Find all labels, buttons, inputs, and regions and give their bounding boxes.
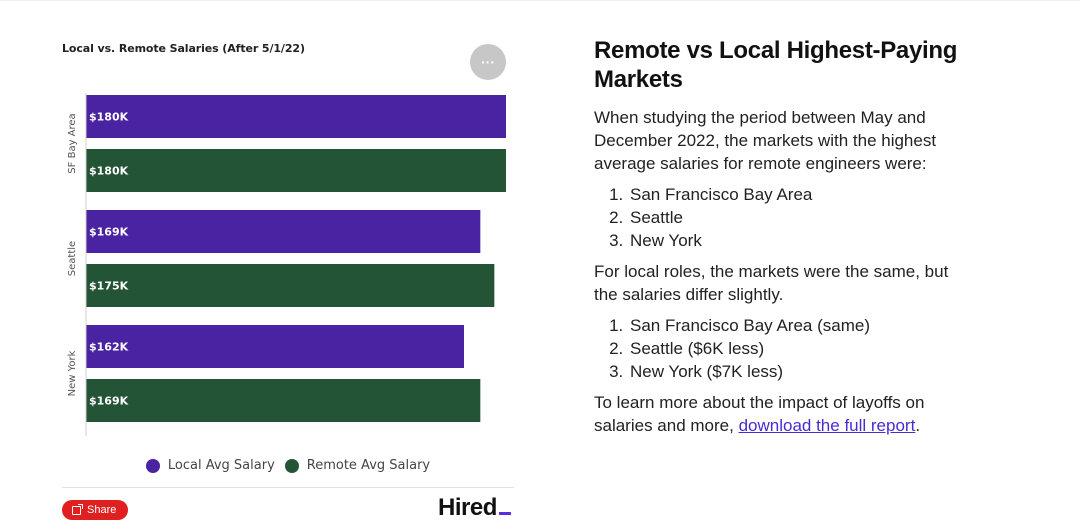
logo-text: Hired xyxy=(438,494,497,521)
chart-legend: Local Avg Salary Remote Avg Salary xyxy=(58,458,518,473)
legend-dot-remote xyxy=(284,458,299,473)
hired-logo: Hired xyxy=(438,494,511,522)
share-button[interactable]: Share xyxy=(62,500,129,520)
bar-value-label: $180K xyxy=(89,111,129,124)
chart-title: Local vs. Remote Salaries (After 5/1/22) xyxy=(62,42,305,55)
list-item: New York xyxy=(628,229,964,252)
list-item: Seattle ($6K less) xyxy=(628,337,964,360)
share-label: Share xyxy=(87,504,117,516)
article-paragraph-1: When studying the period between May and… xyxy=(594,108,937,173)
legend-item-local[interactable]: Local Avg Salary xyxy=(145,458,275,473)
logo-underscore xyxy=(498,512,511,515)
bar-sf-bay-area-remote[interactable] xyxy=(86,149,506,192)
bar-value-label: $180K xyxy=(89,165,129,178)
legend-label-remote: Remote Avg Salary xyxy=(306,458,431,473)
article: Remote vs Local Highest-Paying Markets W… xyxy=(594,36,964,445)
chart-card: Local vs. Remote Salaries (After 5/1/22)… xyxy=(58,34,518,526)
list-item: Seattle xyxy=(628,206,964,229)
bar-new-york-local[interactable] xyxy=(86,325,464,368)
category-label-sf-bay-area: SF Bay Area xyxy=(67,113,78,173)
legend-item-remote[interactable]: Remote Avg Salary xyxy=(284,458,431,473)
bar-sf-bay-area-local[interactable] xyxy=(86,95,506,138)
ellipsis-icon: ··· xyxy=(481,54,495,70)
bar-new-york-remote[interactable] xyxy=(86,379,481,422)
paragraph-3-end: . xyxy=(915,416,921,435)
category-label-seattle: Seattle xyxy=(67,241,78,276)
list-item: San Francisco Bay Area (same) xyxy=(628,314,964,337)
bar-value-label: $169K xyxy=(89,395,129,408)
article-title: Remote vs Local Highest-Paying Markets xyxy=(594,37,958,93)
list-item: New York ($7K less) xyxy=(628,360,964,383)
card-divider xyxy=(62,487,514,488)
remote-markets-list: San Francisco Bay Area Seattle New York xyxy=(594,183,964,252)
bar-chart: $180K $180K SF Bay Area $169K $175K Seattle $1… xyxy=(67,93,506,436)
share-icon xyxy=(72,503,83,515)
category-label-new-york: New York xyxy=(67,350,78,396)
more-options-button[interactable]: ··· xyxy=(470,44,506,80)
bar-seattle-local[interactable] xyxy=(86,210,481,253)
article-paragraph-2: For local roles, the markets were the sa… xyxy=(594,262,949,304)
download-report-link[interactable]: download the full report xyxy=(738,416,916,435)
bar-value-label: $169K xyxy=(89,226,129,239)
bar-value-label: $175K xyxy=(89,280,129,293)
legend-dot-local xyxy=(145,458,160,473)
legend-label-local: Local Avg Salary xyxy=(167,458,275,473)
paragraph-3-text: To learn more about the impact of layoff… xyxy=(594,393,925,435)
top-border xyxy=(0,0,1080,1)
article-paragraph-3: To learn more about the impact of layoff… xyxy=(594,391,964,437)
bar-value-label: $162K xyxy=(89,341,129,354)
list-item: San Francisco Bay Area xyxy=(628,183,964,206)
local-markets-list: San Francisco Bay Area (same) Seattle ($… xyxy=(594,314,964,383)
bar-seattle-remote[interactable] xyxy=(86,264,495,307)
